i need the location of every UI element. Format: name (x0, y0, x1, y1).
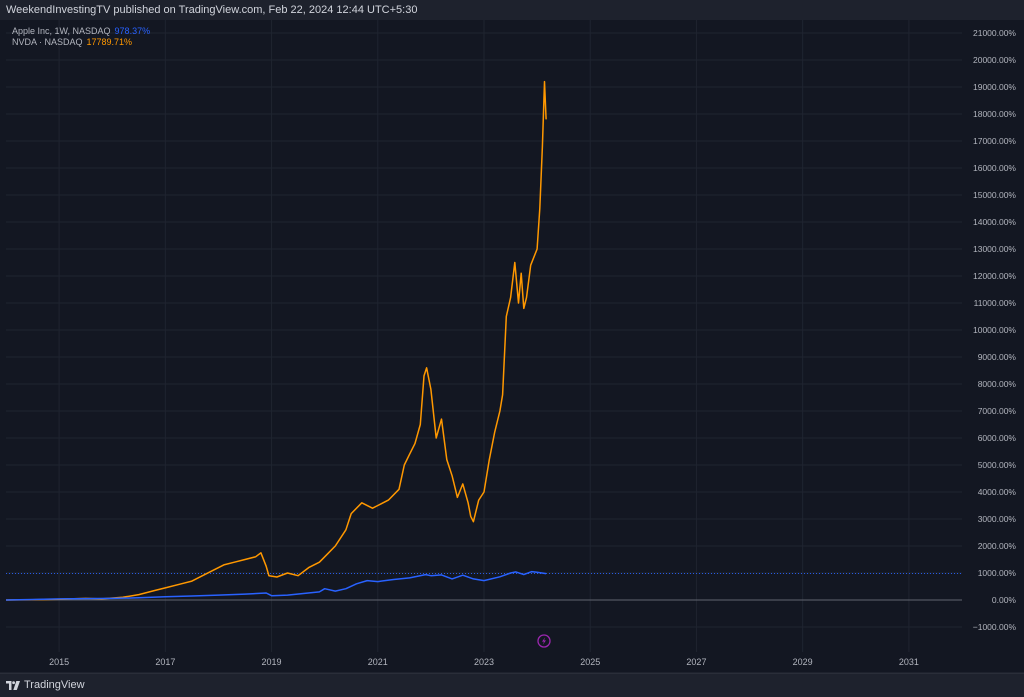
price-tick-label: 10000.00% (973, 325, 1016, 335)
price-axis: −1000.00% 0.00% 1000.00% 2000.00% 3000.00% 40… (962, 20, 1024, 672)
price-tick-label: 12000.00% (973, 271, 1016, 281)
legend-item-apple[interactable]: Apple Inc, 1W, NASDAQ 978.37% (12, 26, 150, 37)
price-tick-label: 21000.00% (973, 28, 1016, 38)
price-tick-label: 8000.00% (978, 379, 1017, 389)
footer-bar: TradingView (0, 673, 1024, 697)
chart-legend: Apple Inc, 1W, NASDAQ 978.37% NVDA · NASD… (12, 26, 150, 48)
tradingview-brand[interactable]: TradingView (6, 679, 85, 691)
price-tick-label: 13000.00% (973, 244, 1016, 254)
price-tick-label: 7000.00% (978, 406, 1017, 416)
time-tick-label: 2021 (368, 657, 388, 667)
series-line (5, 80, 547, 601)
price-tick-label: 9000.00% (978, 352, 1017, 362)
price-tick-label: 20000.00% (973, 55, 1016, 65)
price-tick-label: 6000.00% (978, 433, 1017, 443)
price-tick-label: 15000.00% (973, 190, 1016, 200)
time-tick-label: 2031 (899, 657, 919, 667)
lightning-icon[interactable] (537, 634, 551, 648)
brand-label: TradingView (24, 679, 85, 691)
price-tick-label: 11000.00% (974, 298, 1017, 308)
price-tick-label: 17000.00% (973, 136, 1016, 146)
price-tick-label: −1000.00% (973, 622, 1017, 632)
price-tick-label: 0.00% (992, 595, 1017, 605)
time-tick-label: 2015 (49, 657, 69, 667)
tradingview-logo-icon (6, 680, 20, 690)
time-tick-label: 2027 (686, 657, 706, 667)
time-tick-label: 2019 (262, 657, 282, 667)
reference-lines (6, 573, 962, 601)
price-tick-label: 19000.00% (973, 82, 1016, 92)
legend-series-name: NVDA · NASDAQ (12, 37, 83, 47)
price-tick-label: 3000.00% (978, 514, 1017, 524)
price-tick-label: 2000.00% (978, 541, 1017, 551)
legend-series-value: 17789.71% (86, 37, 133, 47)
time-tick-label: 2025 (580, 657, 600, 667)
publish-info-text: WeekendInvestingTV published on TradingV… (6, 4, 418, 16)
price-tick-label: 14000.00% (973, 217, 1016, 227)
price-tick-label: 1000.00% (978, 568, 1017, 578)
series-line (5, 570, 547, 601)
price-axis-bg (962, 20, 1024, 672)
price-tick-label: 5000.00% (978, 460, 1017, 470)
time-tick-label: 2029 (793, 657, 813, 667)
chart-pane[interactable]: −1000.00% 0.00% 1000.00% 2000.00% 3000.00% 40… (0, 20, 1024, 672)
price-tick-label: 18000.00% (973, 109, 1016, 119)
price-chart[interactable]: −1000.00% 0.00% 1000.00% 2000.00% 3000.00% 40… (0, 20, 1024, 672)
price-tick-label: 16000.00% (973, 163, 1016, 173)
time-axis: 2015 2017 2019 2021 2023 2025 2027 2029 2031 (49, 657, 919, 667)
time-tick-label: 2023 (474, 657, 494, 667)
publish-header: WeekendInvestingTV published on TradingV… (0, 0, 1024, 21)
legend-item-nvda[interactable]: NVDA · NASDAQ 17789.71% (12, 37, 150, 48)
time-tick-label: 2017 (155, 657, 175, 667)
legend-series-value: 978.37% (114, 26, 151, 36)
price-tick-label: 4000.00% (978, 487, 1017, 497)
series-lines (5, 80, 547, 601)
legend-series-name: Apple Inc, 1W, NASDAQ (12, 26, 111, 36)
grid-lines (6, 20, 962, 652)
